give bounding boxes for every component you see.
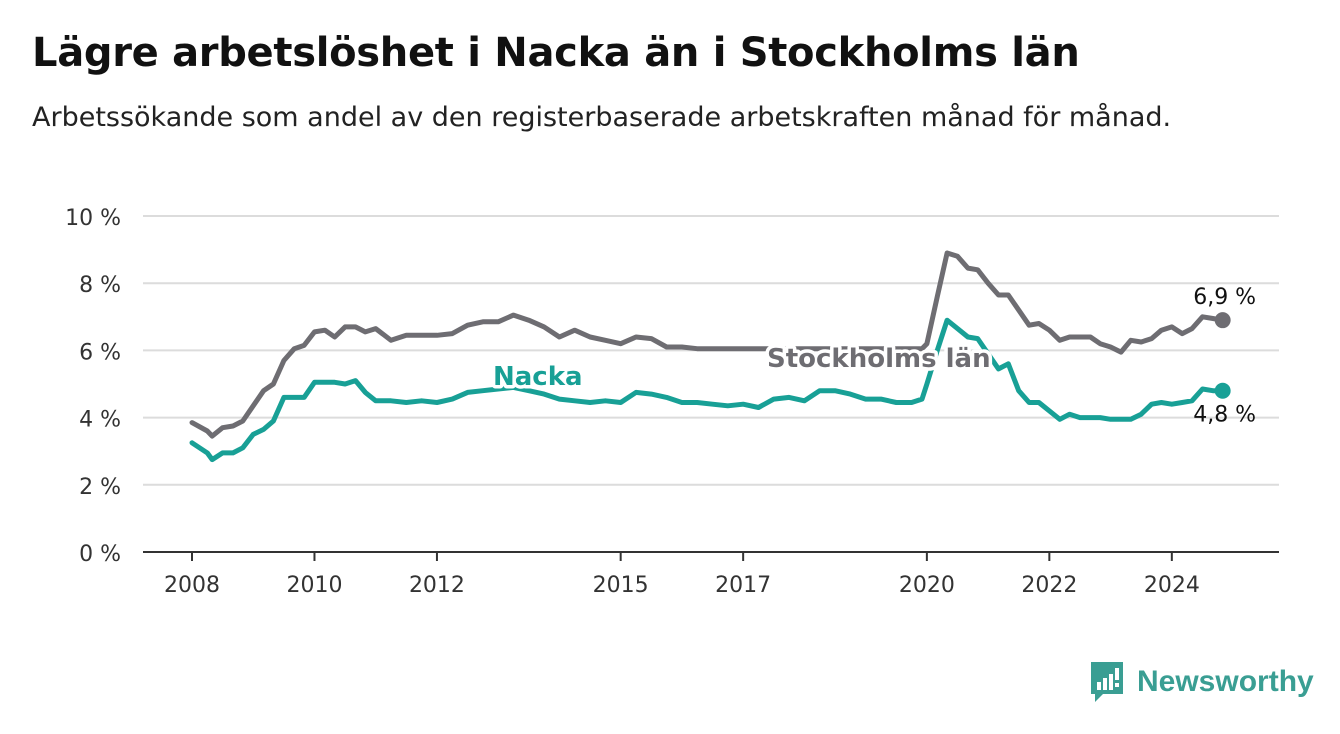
x-tick-label: 2020 <box>899 573 955 598</box>
y-tick-label: 8 % <box>79 273 121 298</box>
series-end-label: 6,9 % <box>1193 285 1256 310</box>
series-lines <box>189 250 1231 463</box>
chart-title: Lägre arbetslöshet i Nacka än i Stockhol… <box>32 30 1080 76</box>
x-axis-ticks: 2008 2010 2012 2015 2017 2020 2022 2024 <box>164 552 1200 598</box>
line-chart: 0 % 2 % 4 % 6 % 8 % 10 % 2008 2010 2012 2015 2017… <box>65 206 1279 598</box>
x-tick-label: 2017 <box>715 573 771 598</box>
y-axis-ticks: 0 % 2 % 4 % 6 % 8 % 10 % <box>65 206 121 567</box>
y-tick-label: 2 % <box>79 475 121 500</box>
series-line-0 <box>189 250 1226 439</box>
series-labels: 6,9 % 4,8 % Stockholms län Nacka <box>490 285 1257 428</box>
series-name-label: Nacka <box>493 362 583 392</box>
brand-name: Newsworthy <box>1137 665 1314 698</box>
series-line-1 <box>189 317 1226 463</box>
brand-logo: Newsworthy <box>1089 660 1314 704</box>
y-tick-label: 0 % <box>79 542 121 567</box>
x-tick-label: 2015 <box>593 573 649 598</box>
chart-subtitle: Arbetssökande som andel av den registerb… <box>32 102 1172 133</box>
y-tick-label: 6 % <box>79 340 121 365</box>
y-tick-label: 4 % <box>79 408 121 433</box>
series-name-label: Stockholms län <box>767 344 991 374</box>
series-end-marker <box>1214 382 1231 399</box>
x-tick-label: 2022 <box>1021 573 1077 598</box>
series-end-marker <box>1214 312 1231 329</box>
y-tick-label: 10 % <box>65 206 121 231</box>
series-end-label: 4,8 % <box>1193 403 1256 428</box>
x-tick-label: 2024 <box>1144 573 1200 598</box>
x-tick-label: 2008 <box>164 573 220 598</box>
newsworthy-logo-icon <box>1091 662 1123 702</box>
x-tick-label: 2010 <box>286 573 342 598</box>
x-tick-label: 2012 <box>409 573 465 598</box>
